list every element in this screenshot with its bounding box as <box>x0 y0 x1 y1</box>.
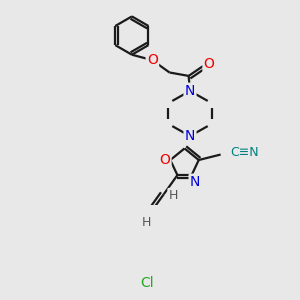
Text: N: N <box>185 129 195 143</box>
Text: H: H <box>142 217 151 230</box>
Text: Cl: Cl <box>140 276 154 290</box>
Text: H: H <box>169 189 178 202</box>
Text: N: N <box>185 84 195 98</box>
Text: N: N <box>190 175 200 189</box>
Text: O: O <box>204 57 214 71</box>
Text: O: O <box>159 153 170 167</box>
Text: C≡N: C≡N <box>230 146 259 159</box>
Text: O: O <box>147 53 158 67</box>
